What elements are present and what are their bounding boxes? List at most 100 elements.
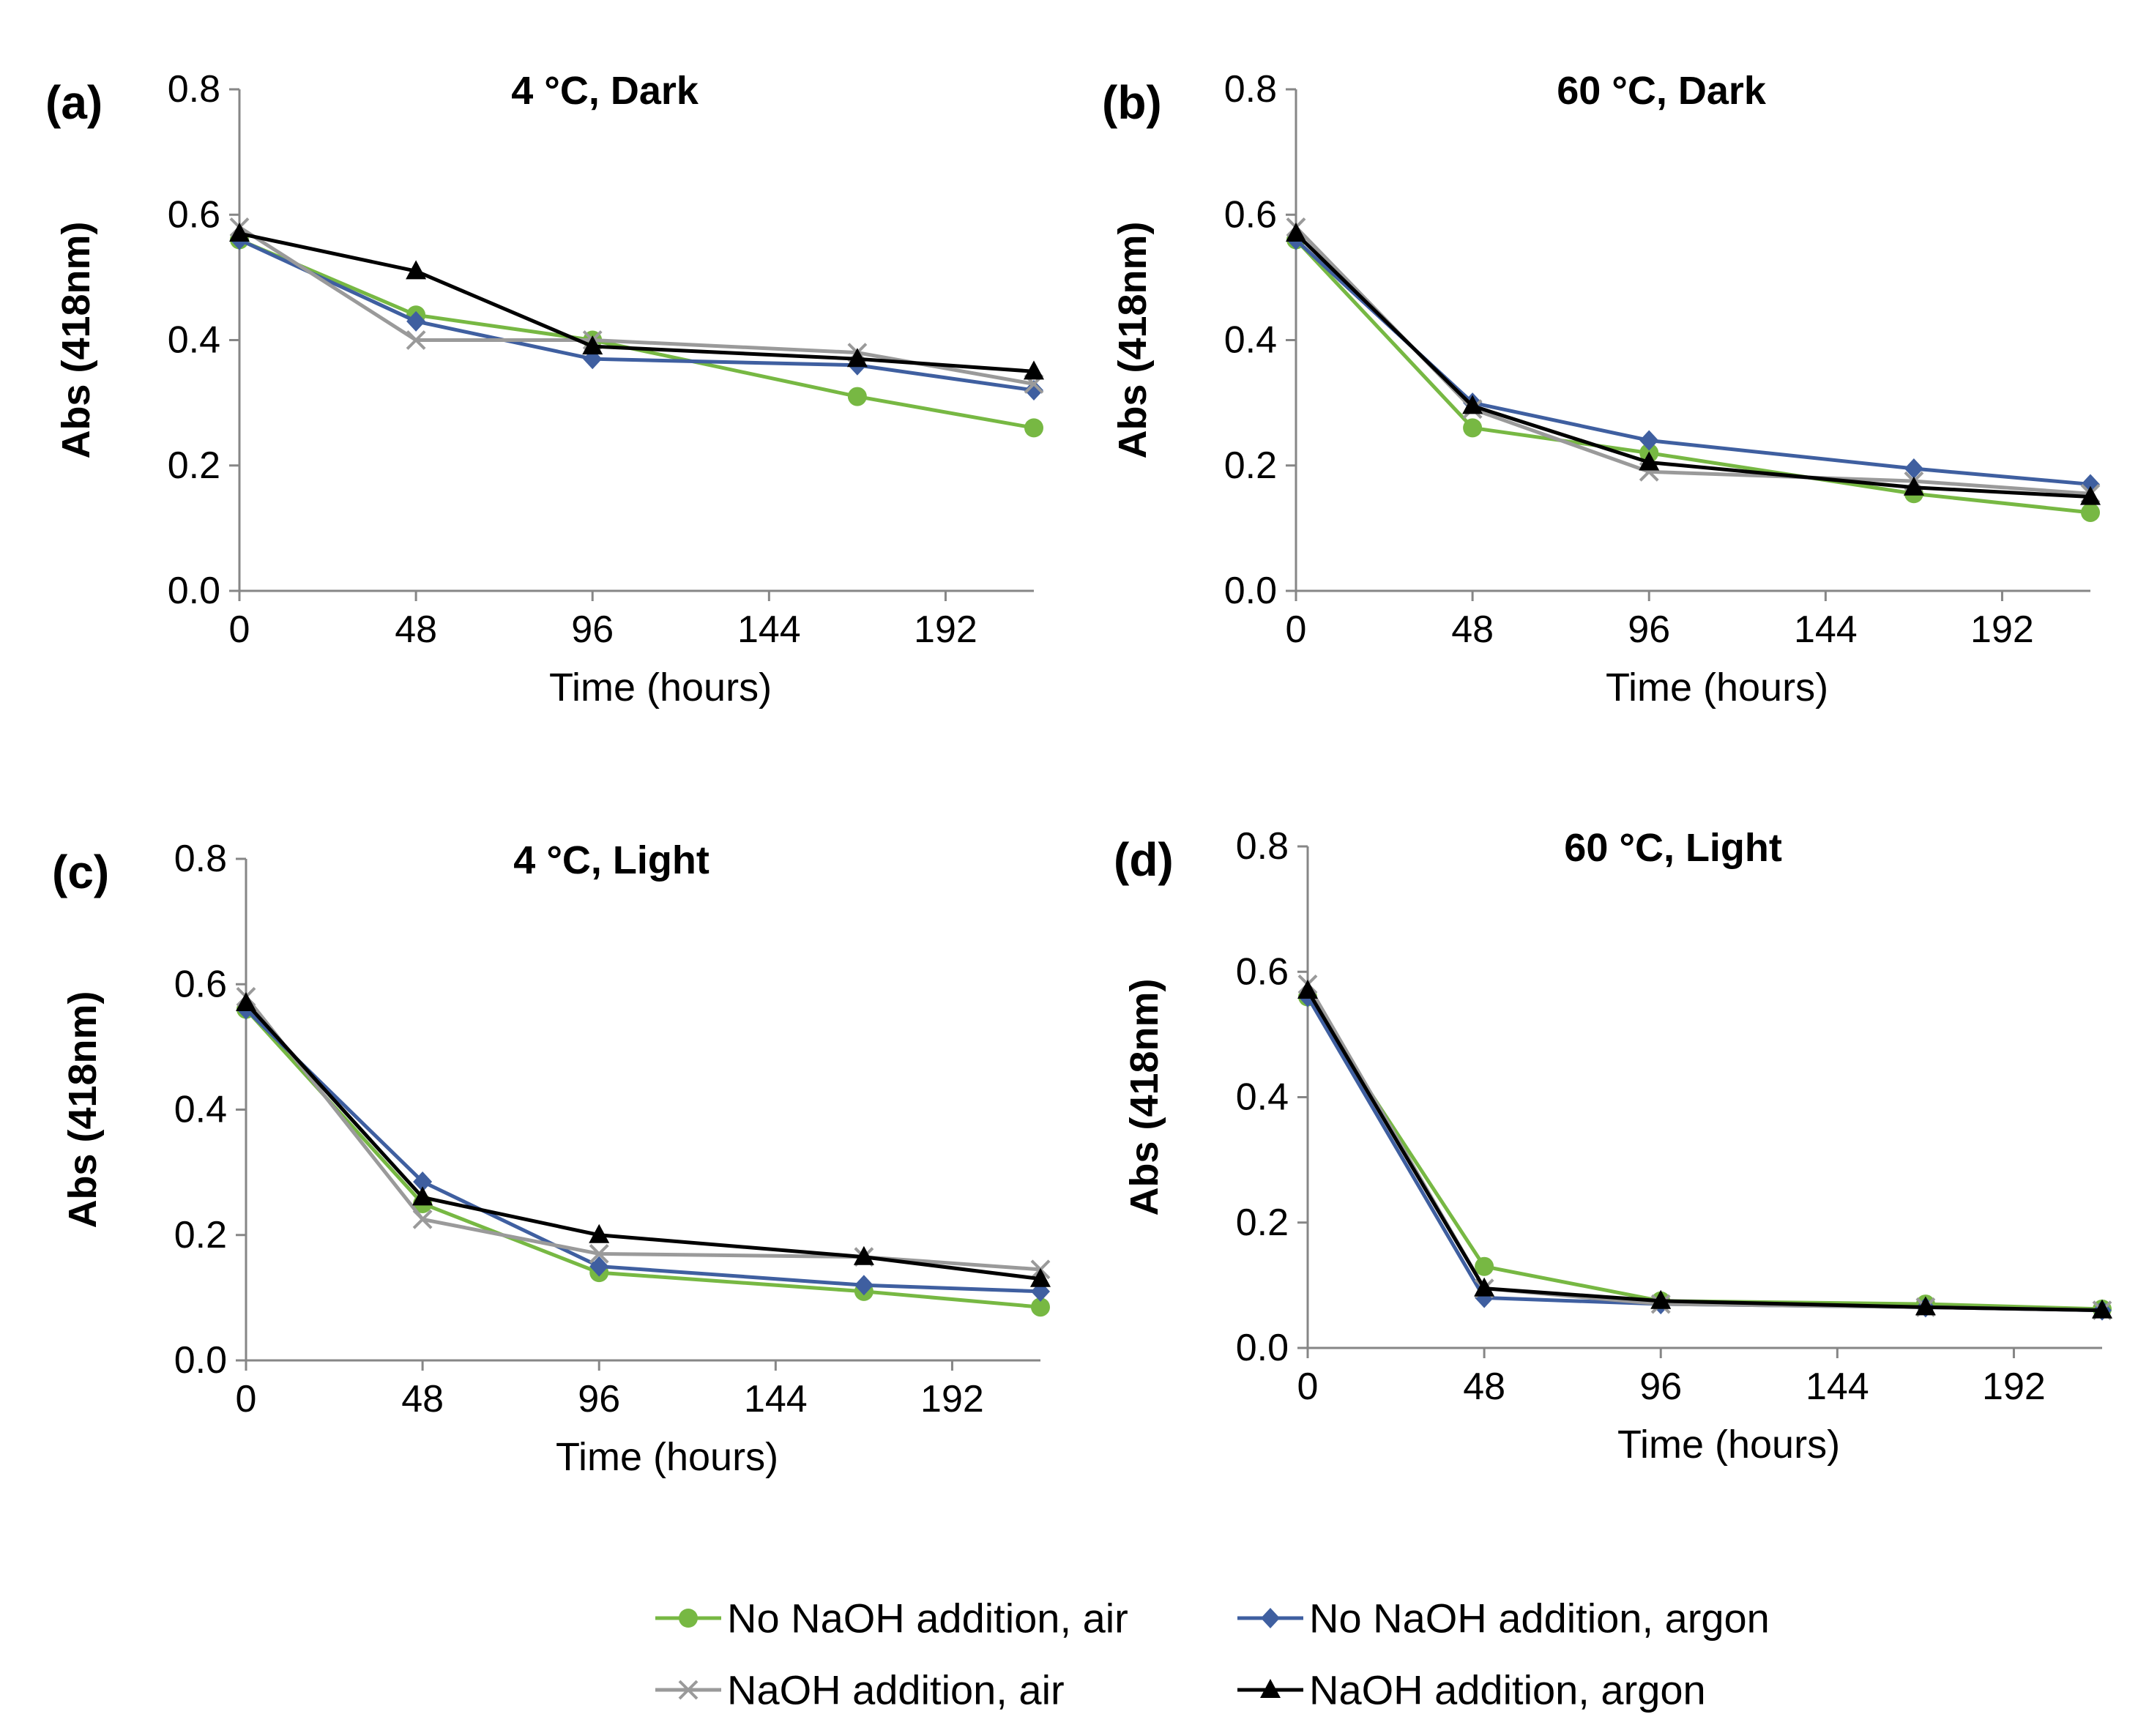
x-tick-label: 192 (914, 608, 977, 651)
y-tick-label: 0.6 (174, 963, 227, 1005)
y-tick-label: 0.2 (168, 444, 220, 487)
panel-title: 4 °C, Light (513, 838, 709, 882)
x-tick-label: 96 (571, 608, 614, 651)
y-tick-label: 0.0 (1224, 570, 1277, 612)
x-tick-label: 192 (1982, 1366, 2046, 1408)
chart-panel-d: 0.0 0.2 0.4 0.6 0.8 0 48 96 144 192 Time (hours) Ab… (1114, 825, 2112, 1467)
panel-title: 60 °C, Dark (1557, 69, 1767, 113)
y-axis-title: Abs (418nm) (54, 221, 98, 458)
data-point (229, 222, 250, 242)
x-tick-label: 48 (401, 1378, 444, 1420)
x-tick-label: 48 (1451, 608, 1494, 651)
chart-panel-a: 0.0 0.2 0.4 0.6 0.8 0 48 96 144 192 Time (hours) Ab… (45, 68, 1044, 709)
data-point (406, 260, 427, 280)
data-point (1024, 418, 1043, 438)
data-point (589, 1256, 609, 1277)
y-tick-label: 0.4 (174, 1089, 227, 1131)
data-point (1463, 418, 1483, 438)
legend-item: NaOH addition, argon (1237, 1667, 1706, 1713)
data-point (1650, 1289, 1672, 1309)
panel-letter: (a) (45, 76, 103, 129)
data-point (1639, 451, 1660, 471)
data-point (413, 1171, 433, 1192)
data-point (1474, 1277, 1495, 1297)
x-tick-label: 96 (1628, 608, 1670, 651)
y-tick-label: 0.4 (1224, 319, 1277, 362)
legend-marker (1260, 1679, 1281, 1698)
data-point (1024, 360, 1044, 380)
legend-marker (1261, 1608, 1280, 1628)
x-tick-label: 192 (1970, 608, 2034, 651)
x-axis-title: Time (hours) (556, 1435, 778, 1479)
x-tick-label: 48 (1463, 1366, 1505, 1408)
series-naoh-addition-argon (1297, 979, 2112, 1319)
data-point (589, 1244, 609, 1264)
legend: No NaOH addition, air No NaOH addition, a… (655, 1595, 1770, 1713)
data-point (412, 1186, 433, 1206)
data-point (846, 348, 868, 368)
y-tick-label: 0.8 (1236, 825, 1289, 868)
data-point (406, 330, 426, 350)
x-tick-label: 0 (229, 608, 250, 651)
data-point (847, 387, 867, 406)
y-axis-title: Abs (418nm) (1122, 978, 1166, 1215)
chart-panel-c: 0.0 0.2 0.4 0.6 0.8 0 48 96 144 192 Time (hours) Ab… (52, 838, 1051, 1479)
series-naoh-addition-argon (1286, 222, 2101, 505)
data-point (1475, 1256, 1494, 1276)
x-axis-title: Time (hours) (549, 666, 772, 709)
x-marker-stroke (589, 1244, 609, 1264)
x-tick-label: 144 (1806, 1366, 1869, 1408)
data-point (1462, 395, 1483, 414)
x-marker-stroke (678, 1680, 699, 1700)
x-marker-stroke (412, 1209, 433, 1229)
data-point (1030, 1267, 1051, 1287)
data-point (1297, 979, 1318, 999)
legend-label: NaOH addition, argon (1309, 1667, 1706, 1713)
x-tick-label: 0 (1286, 608, 1307, 651)
x-tick-label: 144 (737, 608, 801, 651)
x-marker-stroke (406, 330, 426, 350)
x-tick-label: 0 (236, 1378, 257, 1420)
y-tick-label: 0.6 (168, 193, 220, 236)
legend-label: No NaOH addition, air (727, 1595, 1128, 1642)
data-point (854, 1275, 874, 1296)
y-tick-label: 0.2 (174, 1214, 227, 1256)
legend-item: NaOH addition, air (655, 1667, 1065, 1713)
legend-label: NaOH addition, air (727, 1667, 1065, 1713)
y-tick-label: 0.8 (1224, 68, 1277, 111)
data-point (582, 335, 603, 355)
data-point (412, 1209, 433, 1229)
data-point (236, 991, 256, 1011)
x-tick-label: 144 (744, 1378, 808, 1420)
y-axis-title: Abs (418nm) (1111, 221, 1155, 458)
data-point (853, 1245, 874, 1265)
panel-letter: (d) (1114, 833, 1174, 886)
data-point (2081, 502, 2100, 522)
data-point (1903, 476, 1924, 496)
data-point (2080, 485, 2101, 505)
y-tick-label: 0.8 (174, 838, 227, 880)
y-tick-label: 0.2 (1236, 1202, 1289, 1244)
y-tick-label: 0.8 (168, 68, 220, 111)
series-naoh-addition-argon (236, 991, 1051, 1287)
legend-marker (678, 1680, 699, 1700)
legend-label: No NaOH addition, argon (1309, 1595, 1770, 1642)
data-point (2092, 1299, 2112, 1319)
x-axis-title: Time (hours) (1606, 666, 1828, 709)
y-tick-label: 0.4 (1236, 1076, 1289, 1119)
legend-item: No NaOH addition, air (655, 1595, 1128, 1642)
y-tick-label: 0.6 (1236, 950, 1289, 993)
y-tick-label: 0.0 (174, 1339, 227, 1382)
data-point (1031, 1297, 1050, 1317)
series-naoh-addition-argon (229, 222, 1044, 380)
x-tick-label: 144 (1794, 608, 1858, 651)
data-point (1024, 380, 1043, 401)
y-tick-label: 0.4 (168, 319, 220, 362)
y-tick-label: 0.2 (1224, 444, 1277, 487)
data-point (589, 1223, 610, 1243)
x-axis-title: Time (hours) (1617, 1423, 1840, 1467)
x-tick-label: 96 (1639, 1366, 1682, 1408)
panel-letter: (c) (52, 846, 109, 898)
